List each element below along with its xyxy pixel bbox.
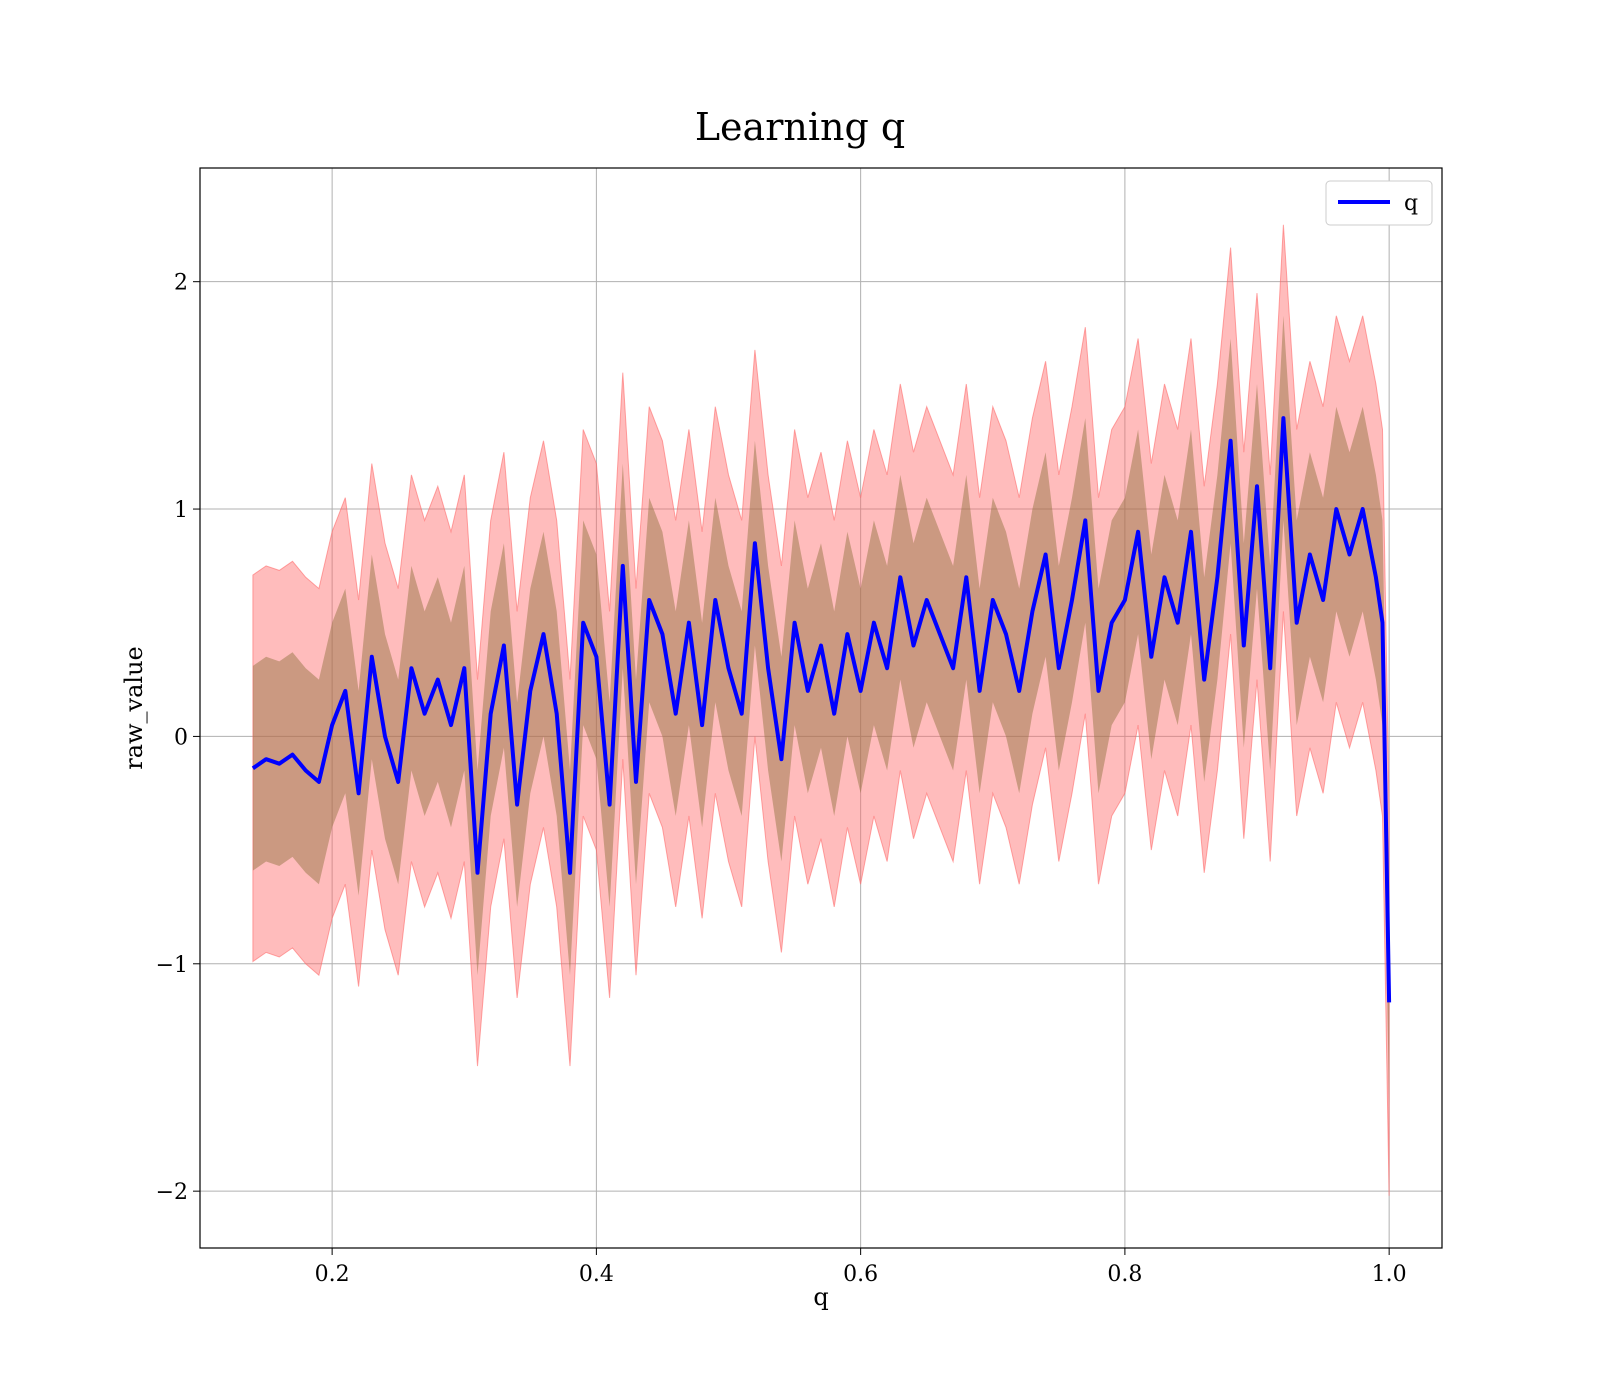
x-tick-label: 0.4 bbox=[579, 1262, 614, 1287]
grid bbox=[200, 168, 1442, 1248]
confidence-bands bbox=[252, 224, 1390, 1196]
x-tick-label: 1.0 bbox=[1372, 1262, 1407, 1287]
outer-confidence-band bbox=[252, 224, 1390, 1196]
chart-title: Learning q bbox=[695, 105, 905, 149]
x-tick-label: 0.6 bbox=[843, 1262, 878, 1287]
series-line-q bbox=[251, 416, 1392, 1003]
inner-confidence-band bbox=[252, 315, 1390, 1105]
legend: q bbox=[1325, 180, 1433, 226]
y-axis-title: raw_value bbox=[120, 646, 148, 770]
x-tick-label: 0.2 bbox=[315, 1262, 350, 1287]
y-tick-label: 0 bbox=[174, 725, 188, 750]
x-tick-label: 0.8 bbox=[1107, 1262, 1142, 1287]
y-tick-label: −1 bbox=[156, 953, 188, 978]
x-axis-ticks: 0.2 0.4 0.6 0.8 1.0 bbox=[315, 1248, 1407, 1287]
y-tick-label: −2 bbox=[156, 1180, 188, 1205]
y-tick-label: 2 bbox=[174, 271, 188, 296]
y-tick-label: 1 bbox=[174, 498, 188, 523]
series-lines bbox=[251, 416, 1392, 1003]
y-axis-ticks: −2 −1 0 1 2 bbox=[156, 271, 200, 1205]
legend-label-q: q bbox=[1404, 191, 1418, 216]
x-axis-title: q bbox=[813, 1283, 828, 1311]
plot-frame bbox=[199, 167, 1443, 1249]
